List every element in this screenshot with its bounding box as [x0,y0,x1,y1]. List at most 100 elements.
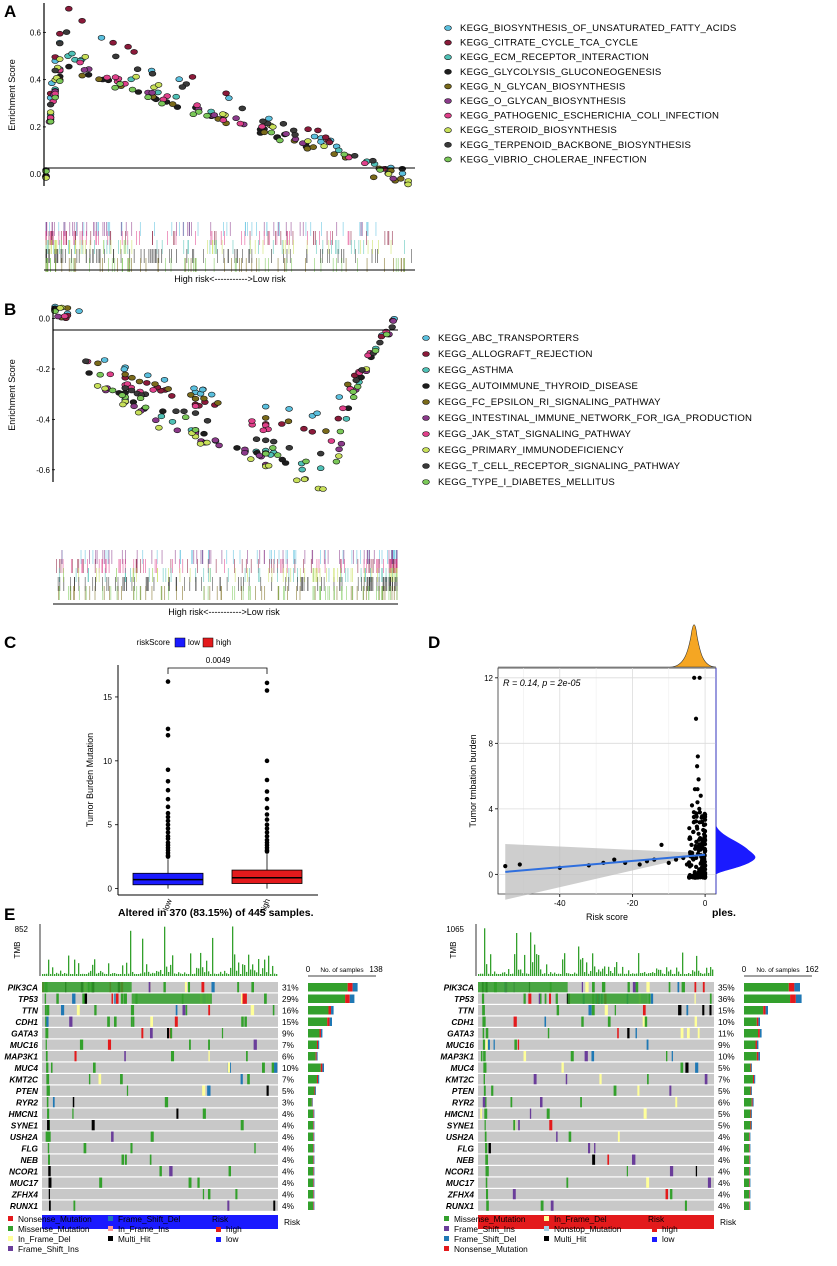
gene-row-bg [42,1108,278,1119]
tmb-bar [700,972,702,976]
mutation-cell [251,982,254,993]
legend-marker-4 [444,83,452,90]
gene-bar-fsdel [751,1086,752,1095]
gene-bar-nonsense [758,1029,760,1038]
mutation-cell [45,1039,47,1050]
tmb-bar [254,970,256,976]
tmb-bar [168,971,170,976]
tmb-bar [690,974,692,976]
tmb-bar [54,974,56,976]
tmb-bar [562,959,564,976]
mutation-cell [169,1166,173,1177]
scatter-point [696,777,701,782]
enrichment-point [142,404,150,411]
gene-bar-missense [308,1075,317,1084]
mutation-cell [514,1039,517,1050]
mutation-cell [707,1177,711,1188]
enrichment-point [370,174,378,181]
tmb-bar [52,967,54,976]
gene-label: PTEN [16,1086,39,1096]
tmb-bar [146,964,148,976]
mutation-cell [44,993,47,1004]
gene-row-bg [42,1131,278,1142]
tmb-bar [578,946,580,976]
gene-bar-missense [744,1006,764,1015]
enrichment-point [248,418,256,424]
mutation-cell [675,1097,678,1108]
enrichment-point [111,84,119,91]
gene-label: MAP3K1 [4,1052,38,1062]
box-outlier [264,688,270,693]
tmb-bar [530,932,532,976]
legend-marker-8 [444,142,452,148]
legend-marker-0 [444,25,452,31]
enrichment-series-4 [51,305,352,434]
enrichment-point [342,415,351,422]
gene-row-bg [42,1074,278,1085]
tmb-bar [218,973,220,976]
y-tick-label: 12 [484,674,493,683]
scatter-point [697,810,703,815]
tmb-bar [118,973,120,976]
gene-bar-missense [744,1167,750,1176]
enrichment-point [56,56,64,62]
mutation-cell [83,1143,87,1154]
enrichment-point [247,456,255,462]
tmb-bar [260,973,262,976]
enrichment-point [121,371,129,378]
enrichment-point [383,331,391,338]
mutation-cell [79,1039,84,1050]
scatter-point [695,875,700,880]
tmb-bar [120,973,122,976]
gene-bar-missense [308,1201,314,1210]
tmb-bar [128,973,130,976]
enrichment-point [51,94,59,101]
mutation-cell [686,1005,689,1016]
mutation-legend-label: In_Frame_Del [18,1234,71,1244]
mutation-cell [167,1028,170,1039]
gene-percent: 5% [718,1063,731,1073]
tmb-bar [214,973,216,976]
mutation-cell [124,1154,127,1165]
gene-label: PIK3CA [444,983,474,993]
gene-percent: 4% [718,1190,731,1200]
enrichment-point [293,477,301,484]
panel-letter-e: E [4,905,15,924]
enrichment-series-7 [42,53,412,188]
tmb-bar [124,973,126,976]
enrichment-point [191,403,200,409]
gene-percent: 35% [718,983,735,993]
mutation-cell [126,1085,129,1096]
enrichment-series-1 [42,5,388,180]
tmb-bar [646,973,648,976]
tmb-bar [548,973,550,976]
gene-bar-missense [308,1098,312,1107]
gene-percent: 15% [718,1006,735,1016]
tmb-bar [174,973,176,976]
tmb-bar [266,972,268,976]
legend-marker-1 [422,351,430,357]
mutation-cell [670,1189,673,1200]
risk-legend-swatch [652,1237,657,1242]
tmb-bar [606,973,608,976]
gene-bar-fsdel [759,1029,762,1038]
scatter-point [694,814,699,819]
enrichment-point [278,421,286,427]
tmb-bar [510,973,512,976]
enrichment-point [103,74,111,81]
gene-bar-missense [308,1132,314,1141]
mutation-cell [250,1005,255,1016]
tmb-bar [66,973,68,976]
panel-a-ylabel: Enrichment Score [7,59,17,131]
scatter-point [702,829,708,834]
mutation-cell [637,1085,640,1096]
tmb-bar [636,973,638,976]
tmb-bar [170,964,172,976]
legend-label-0: KEGG_ABC_TRANSPORTERS [438,333,579,344]
oncoplot-right-title-fragment: ples. [712,907,736,919]
enrichment-point [304,138,312,144]
mutation-legend-label: Frame_Shift_Ins [18,1244,79,1254]
tmb-bar [624,973,626,976]
gene-bar-nonsense [756,1017,759,1026]
